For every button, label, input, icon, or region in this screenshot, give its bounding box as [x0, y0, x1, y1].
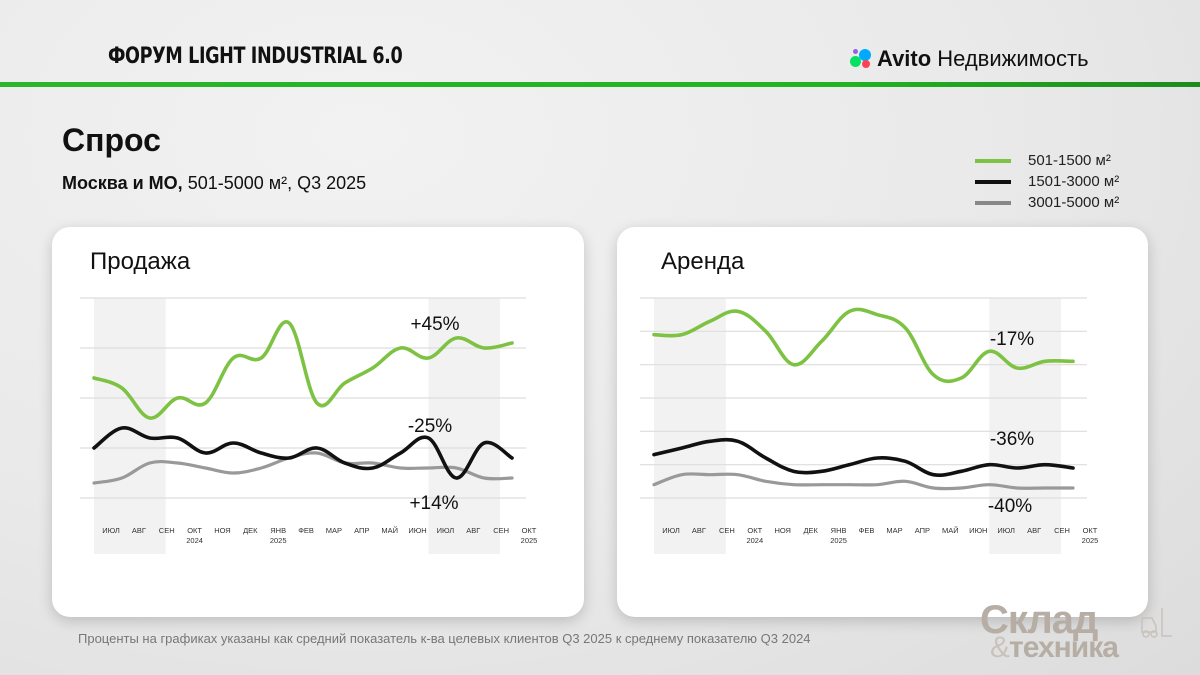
- chart-card-sale: ИЮЛ АВГ СЕН ОКТ 2024 НОЯ ДЕК ЯНВ 2025 ФЕВ МАР АПР МА…: [52, 227, 584, 617]
- forum-title: ФОРУМ LIGHT INDUSTRIAL 6.0: [108, 44, 403, 69]
- legend-swatch: [975, 179, 1011, 184]
- series-501-1500-line: [92, 320, 514, 420]
- sale-chart: ИЮЛ АВГ СЕН ОКТ 2024 НОЯ ДЕК ЯНВ 2025 ФЕВ МАР АПР МА…: [80, 297, 538, 554]
- page-title: Спрос: [62, 122, 161, 158]
- x-tick-label: ИЮЛ: [102, 526, 120, 535]
- x-tick-label: ЯНВ 2025: [270, 526, 287, 545]
- x-tick-label: ДЕК: [803, 526, 818, 535]
- watermark-logo: Склад &техника: [980, 598, 1190, 668]
- chart-title-sale: Продажа: [90, 248, 191, 275]
- x-tick-label: МАР: [326, 526, 342, 535]
- data-label-series-3001-5000: -40%: [988, 496, 1032, 517]
- x-tick-label: ОКТ 2024: [746, 526, 763, 545]
- series-3001-5000-line: [652, 472, 1075, 491]
- x-tick-label: АВГ: [132, 526, 146, 535]
- x-tick-label: НОЯ: [214, 526, 231, 535]
- x-tick-label: СЕН: [1054, 526, 1070, 535]
- x-tick-label: ДЕК: [243, 526, 258, 535]
- x-tick-label: АВГ: [1027, 526, 1041, 535]
- header-bar: ФОРУМ LIGHT INDUSTRIAL 6.0 Avito Недвижи…: [0, 0, 1200, 84]
- highlight-band: [654, 298, 726, 554]
- brand-logo: Avito Недвижимость: [850, 46, 1089, 72]
- series-501-1500-line: [652, 307, 1075, 384]
- x-tick-label: АВГ: [692, 526, 706, 535]
- x-tick-label: НОЯ: [774, 526, 791, 535]
- x-tick-label: ФЕВ: [298, 526, 314, 535]
- brand-subtitle: Недвижимость: [937, 46, 1089, 71]
- x-tick-label: ИЮН: [408, 526, 426, 535]
- x-tick-label: СЕН: [159, 526, 175, 535]
- watermark-line1: Склад: [980, 598, 1098, 642]
- data-label-series-1501-3000: -36%: [990, 429, 1034, 450]
- x-tick-label: СЕН: [719, 526, 735, 535]
- x-tick-label: ФЕВ: [859, 526, 875, 535]
- x-tick-label: АПР: [915, 526, 930, 535]
- x-tick-label: ИЮЛ: [437, 526, 455, 535]
- legend-swatch: [975, 200, 1011, 205]
- series-1501-3000-line: [92, 426, 514, 480]
- header-divider: [0, 82, 1200, 87]
- x-tick-label: МАР: [886, 526, 902, 535]
- legend-item: 1501-3000 м²: [975, 171, 1119, 192]
- legend-label: 1501-3000 м²: [1028, 173, 1120, 190]
- rent-chart: ИЮЛ АВГ СЕН ОКТ 2024 НОЯ ДЕК ЯНВ 2025 ФЕВ МАР АПР МА…: [640, 297, 1099, 554]
- data-label-series-501-1500: -17%: [990, 329, 1034, 350]
- chart-card-rent: ИЮЛ АВГ СЕН ОКТ 2024 НОЯ ДЕК ЯНВ 2025 ФЕВ МАР АПР МА…: [617, 227, 1148, 617]
- avito-dots-icon: [850, 47, 874, 71]
- highlight-band: [989, 298, 1062, 554]
- subtitle-region: Москва и МО,: [62, 173, 183, 193]
- x-tick-label: ИЮН: [969, 526, 987, 535]
- x-tick-label: ОКТ 2025: [1082, 526, 1099, 545]
- forklift-icon: [1141, 608, 1172, 638]
- legend-label: 501-1500 м²: [1028, 152, 1111, 169]
- x-tick-label: АПР: [354, 526, 369, 535]
- x-tick-label: МАЙ: [381, 526, 398, 535]
- subtitle-details: 501-5000 м², Q3 2025: [182, 173, 367, 193]
- x-tick-label: ОКТ 2024: [186, 526, 203, 545]
- x-tick-label: ИЮЛ: [662, 526, 680, 535]
- chart-legend: 501-1500 м² 1501-3000 м² 3001-5000 м²: [975, 150, 1119, 213]
- brand-name: Avito: [877, 46, 932, 71]
- legend-item: 501-1500 м²: [975, 150, 1119, 171]
- highlight-band: [94, 298, 166, 554]
- page-subtitle: Москва и МО, 501-5000 м², Q3 2025: [62, 173, 366, 194]
- legend-label: 3001-5000 м²: [1028, 194, 1120, 211]
- data-label-series-1501-3000: -25%: [408, 416, 452, 437]
- footnote: Проценты на графиках указаны как средний…: [78, 631, 811, 646]
- x-tick-label: ИЮЛ: [997, 526, 1015, 535]
- data-label-series-501-1500: +45%: [410, 314, 459, 335]
- data-label-series-3001-5000: +14%: [409, 493, 458, 514]
- x-tick-label: СЕН: [493, 526, 509, 535]
- series-1501-3000-line: [652, 437, 1075, 477]
- legend-swatch: [975, 158, 1011, 163]
- x-tick-label: ОКТ 2025: [521, 526, 538, 545]
- chart-title-rent: Аренда: [661, 248, 745, 275]
- x-tick-label: АВГ: [466, 526, 480, 535]
- watermark-line2: &техника: [990, 631, 1119, 664]
- x-tick-label: ЯНВ 2025: [830, 526, 847, 545]
- x-tick-label: МАЙ: [942, 526, 959, 535]
- legend-item: 3001-5000 м²: [975, 192, 1119, 213]
